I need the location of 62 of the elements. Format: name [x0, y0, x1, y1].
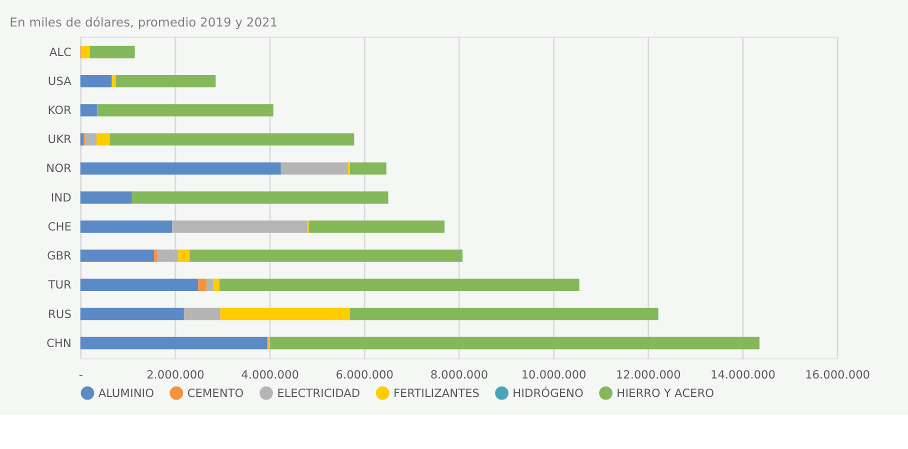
bar — [110, 133, 354, 146]
x-tick-label: 2.000.000 — [146, 368, 204, 382]
bar — [80, 191, 132, 204]
x-tick-label: 4.000.000 — [241, 368, 299, 382]
x-tick-label: 12.000.000 — [616, 368, 681, 382]
bar — [90, 46, 135, 58]
bar — [116, 75, 216, 88]
bar — [80, 133, 84, 146]
bar — [220, 308, 350, 320]
chart-title: En miles de dólares, promedio 2019 y 2021 — [10, 15, 278, 30]
bar — [213, 278, 220, 292]
x-tick-label: - — [78, 368, 83, 382]
legend-label: HIERRO Y ACERO — [616, 386, 714, 400]
bar — [157, 250, 178, 262]
bar — [280, 162, 348, 175]
bar — [80, 336, 268, 350]
bar — [96, 133, 110, 146]
y-tick-label: CHE — [48, 219, 72, 234]
y-tick-label: UKR — [48, 132, 72, 146]
y-tick-label: TUR — [47, 278, 72, 292]
bar — [80, 104, 97, 116]
bar — [97, 104, 274, 116]
y-tick-label: GBR — [46, 248, 72, 263]
y-tick-label: CHN — [46, 336, 72, 350]
bar — [80, 220, 172, 233]
bar — [350, 162, 386, 175]
legend-label: ALUMINIO — [98, 386, 154, 400]
bar — [172, 220, 308, 233]
bar — [270, 336, 760, 350]
x-tick-label: 8.000.000 — [430, 368, 488, 382]
legend-label: ELECTRICIDAD — [277, 386, 360, 400]
bar — [184, 308, 220, 320]
bar — [219, 278, 580, 292]
bar — [154, 250, 158, 262]
bar — [198, 278, 207, 292]
bar — [80, 278, 198, 292]
x-tick-label: 14.000.000 — [710, 368, 776, 382]
y-tick-label: USA — [48, 74, 72, 88]
bar — [80, 308, 184, 320]
y-tick-label: IND — [50, 190, 72, 204]
bar — [178, 250, 190, 262]
bar — [308, 220, 445, 233]
bar — [80, 75, 112, 88]
bar — [81, 46, 90, 58]
bar — [80, 250, 154, 262]
bar — [80, 162, 281, 175]
bar — [132, 191, 388, 204]
y-tick-label: RUS — [48, 306, 72, 321]
bar — [190, 250, 463, 262]
y-tick-label: ALC — [49, 44, 72, 59]
y-tick-label: KOR — [48, 103, 72, 118]
y-tick-label: NOR — [46, 161, 72, 176]
bar — [112, 75, 116, 88]
bar — [85, 133, 96, 146]
bar — [350, 308, 658, 320]
legend-label: HIDRÓGENO — [512, 386, 584, 400]
bar — [206, 278, 214, 292]
legend-label: CEMENTO — [187, 386, 244, 400]
x-tick-label: 10.000.000 — [521, 368, 586, 382]
x-tick-label: 6.000.000 — [336, 368, 394, 382]
x-tick-label: 16.000.000 — [805, 368, 870, 382]
legend-label: FERTILIZANTES — [393, 386, 480, 400]
